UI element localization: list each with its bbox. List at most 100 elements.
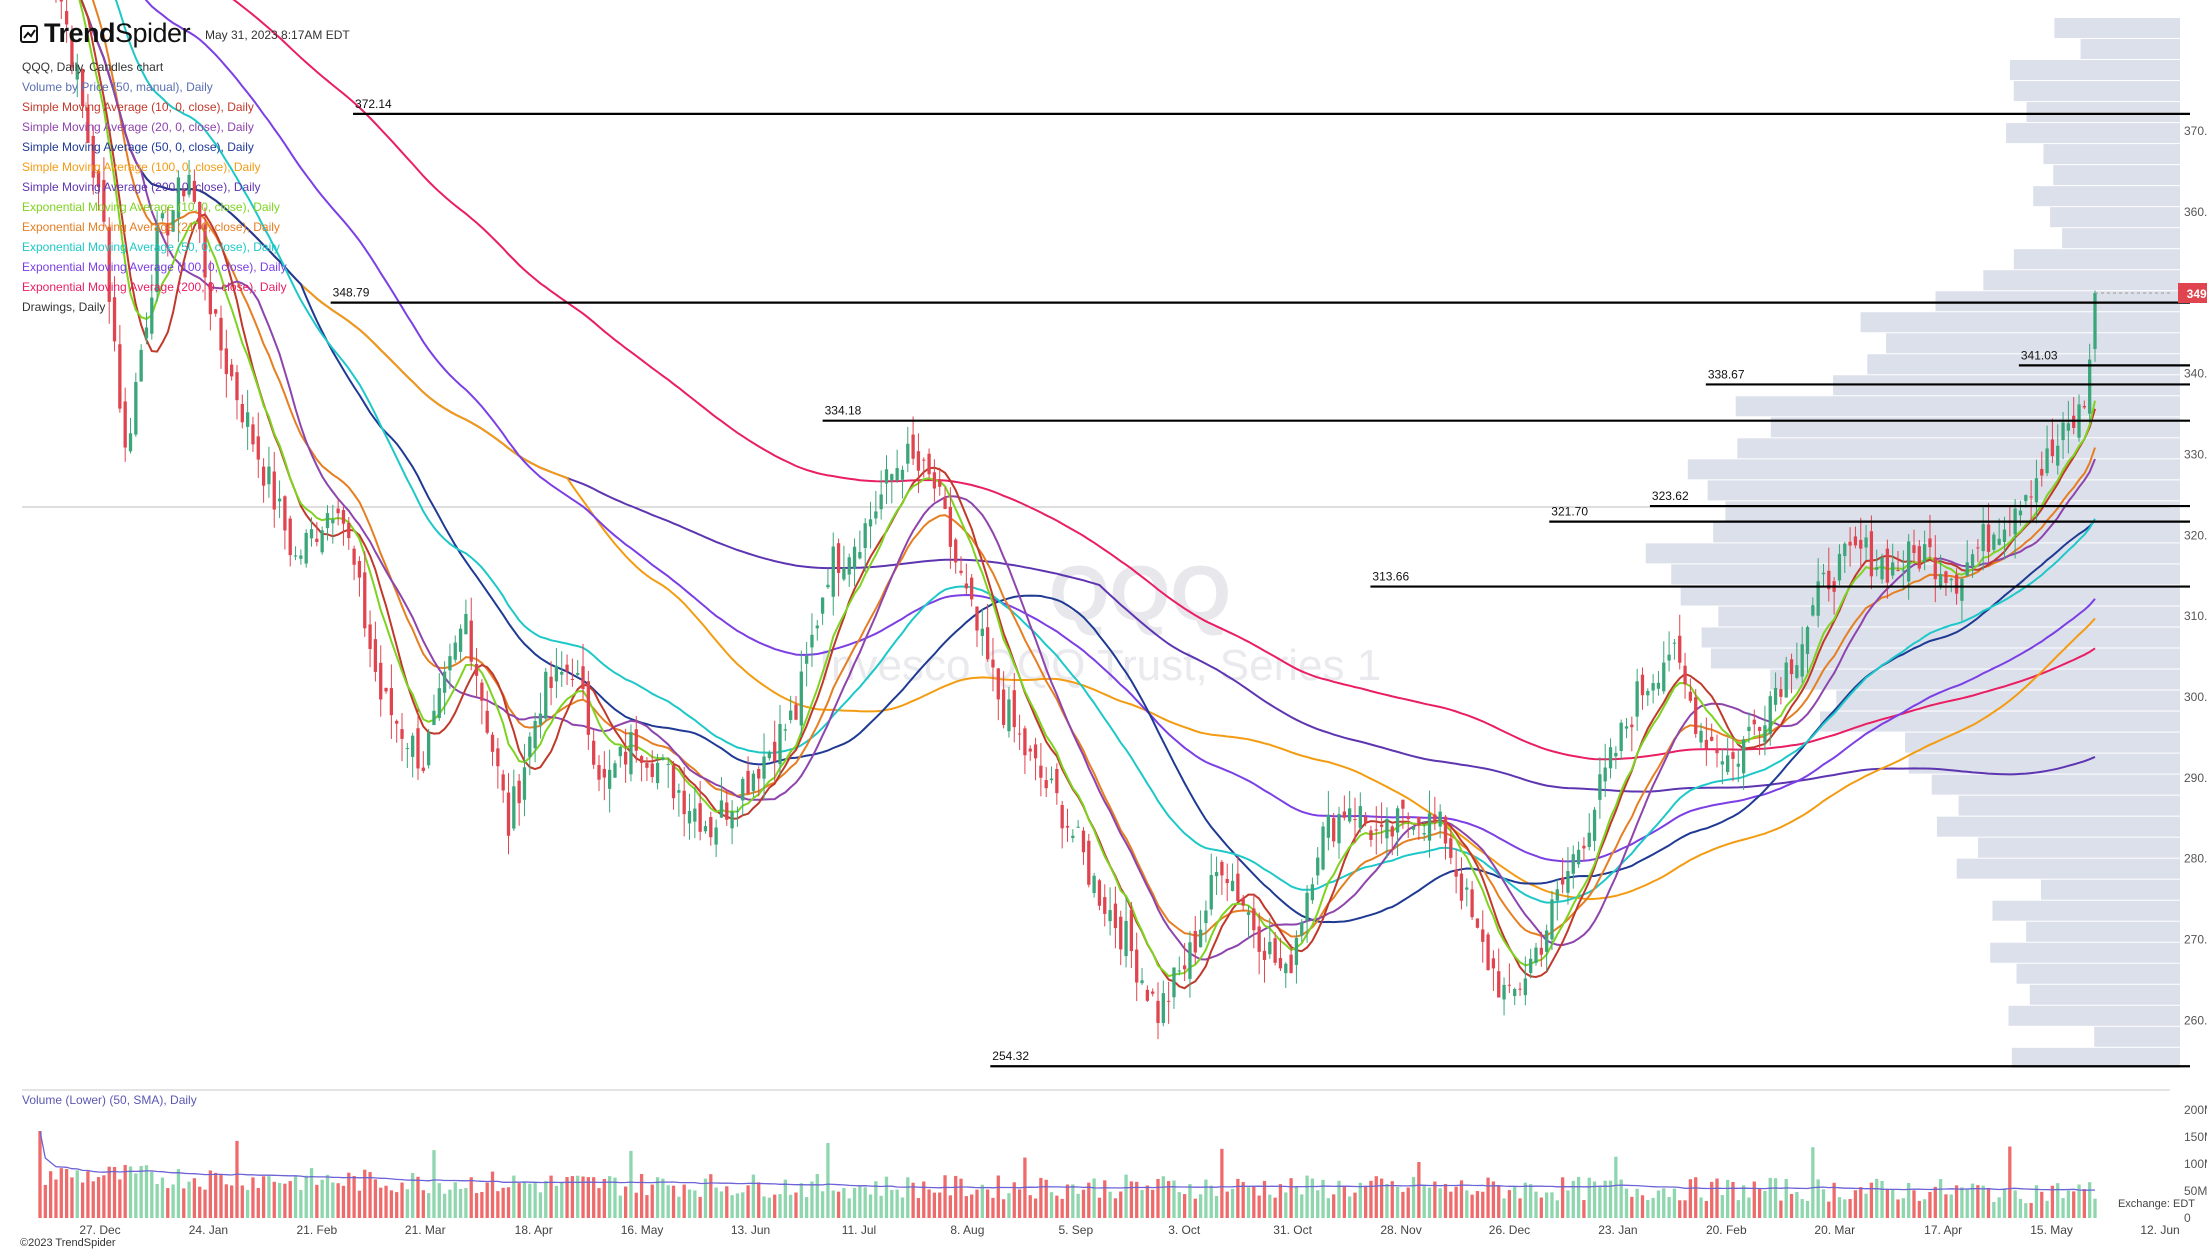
volume-bar	[1571, 1180, 1575, 1218]
candle-body	[693, 808, 697, 822]
candle-body	[474, 664, 479, 676]
volume-tick-label: 50M	[2184, 1184, 2207, 1198]
candle-body	[1821, 572, 1826, 575]
volume-bar	[1992, 1201, 1996, 1218]
candle-body	[1651, 683, 1655, 691]
volume-bar	[1252, 1186, 1256, 1218]
legend-item[interactable]: Simple Moving Average (10, 0, close), Da…	[22, 100, 254, 114]
candle-body	[1044, 780, 1048, 789]
indicator-legend[interactable]: QQQ, Daily, Candles chart Volume by Price…	[22, 57, 287, 317]
candle-body	[182, 189, 186, 197]
volume-bar	[80, 1182, 85, 1218]
volume-bar	[1363, 1186, 1368, 1218]
volume-bar	[2029, 1202, 2033, 1218]
legend-item[interactable]: Exponential Moving Average (10, 0, close…	[22, 200, 280, 214]
volume-bar	[1055, 1195, 1059, 1218]
legend-item[interactable]: Simple Moving Average (50, 0, close), Da…	[22, 140, 254, 154]
date-tick-label: 8. Aug	[950, 1223, 984, 1237]
volume-bar	[432, 1150, 436, 1218]
volume-bar	[416, 1176, 420, 1218]
candle-body	[1608, 747, 1613, 769]
volume-bar	[1491, 1181, 1496, 1218]
date-tick-label: 11. Jul	[842, 1223, 876, 1237]
volume-bar	[421, 1190, 425, 1218]
candle-body	[1257, 926, 1261, 952]
volume-bar	[1821, 1189, 1826, 1218]
legend-item[interactable]: QQQ, Daily, Candles chart	[22, 60, 164, 74]
candle-body	[1757, 727, 1762, 731]
volume-bar	[1646, 1199, 1650, 1218]
legend-item[interactable]: Simple Moving Average (20, 0, close), Da…	[22, 120, 254, 134]
volume-bar	[198, 1186, 202, 1218]
legend-item[interactable]: Exponential Moving Average (21, 0, close…	[22, 220, 280, 234]
volume-bar	[1529, 1184, 1533, 1218]
legend-item[interactable]: Exponential Moving Average (200, 0, clos…	[22, 280, 287, 294]
volume-bar	[1811, 1147, 1815, 1218]
volume-bar	[1193, 1198, 1197, 1218]
candle-body	[1081, 830, 1086, 853]
candle-body	[2040, 468, 2044, 476]
volume-bar	[618, 1195, 622, 1218]
volume-bar	[1949, 1194, 1953, 1218]
volume-bar	[1433, 1181, 1437, 1218]
candle-body	[357, 561, 362, 578]
vbp-bar	[2043, 144, 2180, 165]
candle-body	[1726, 755, 1730, 773]
candle-body	[1704, 739, 1709, 749]
volume-bar	[1427, 1187, 1432, 1218]
volume-bar	[842, 1188, 846, 1218]
volume-bar	[1374, 1176, 1378, 1218]
candle-body	[1938, 573, 1943, 586]
candle-body	[1603, 767, 1607, 782]
candle-body	[1731, 752, 1735, 759]
candle-body	[847, 557, 851, 575]
candle-body	[1954, 574, 1959, 594]
volume-bar	[687, 1189, 692, 1218]
volume-bar	[1502, 1198, 1506, 1218]
legend-item[interactable]: Simple Moving Average (100, 0, close), D…	[22, 160, 261, 174]
volume-bar	[570, 1176, 575, 1218]
candle-body	[1800, 644, 1804, 677]
volume-bar	[91, 1181, 95, 1218]
candle-body	[943, 496, 947, 509]
candle-body	[1172, 967, 1176, 998]
legend-item[interactable]: Volume by Price (50, manual), Daily	[22, 80, 213, 94]
volume-bar	[906, 1177, 910, 1218]
legend-item[interactable]: Exponential Moving Average (50, 0, close…	[22, 240, 280, 254]
last-price-label: 349.98	[2187, 287, 2207, 301]
date-tick-label: 3. Oct	[1168, 1223, 1201, 1237]
level-label: 341.03	[2021, 348, 2058, 362]
volume-legend[interactable]: Volume (Lower) (50, SMA), Daily	[22, 1093, 197, 1107]
volume-bar	[309, 1168, 314, 1218]
candle-body	[613, 763, 617, 778]
volume-bar	[943, 1175, 947, 1218]
volume-bar	[315, 1184, 319, 1218]
vbp-bar	[2008, 1005, 2180, 1026]
volume-bar	[879, 1195, 883, 1218]
legend-item[interactable]: Exponential Moving Average (100, 0, clos…	[22, 260, 287, 274]
volume-bar	[1603, 1180, 1607, 1218]
volume-bar	[1566, 1190, 1570, 1218]
volume-bar	[1960, 1187, 1964, 1218]
volume-bar	[1097, 1197, 1102, 1218]
candle-body	[155, 226, 159, 293]
candle-body	[751, 773, 756, 791]
volume-bar	[1119, 1191, 1123, 1218]
candle-body	[778, 724, 782, 765]
volume-bar	[1071, 1184, 1075, 1218]
candle-body	[1113, 903, 1118, 929]
volume-bar	[400, 1182, 404, 1218]
legend-item[interactable]: Simple Moving Average (200, 0, close), D…	[22, 180, 261, 194]
vbp-bar	[2053, 165, 2180, 186]
candle-body	[1017, 733, 1022, 735]
candle-body	[938, 479, 942, 487]
volume-bar	[272, 1181, 276, 1218]
volume-bar	[576, 1175, 580, 1218]
candle-body	[1896, 570, 1900, 572]
volume-bar	[1513, 1186, 1517, 1218]
volume-bar	[1262, 1180, 1267, 1218]
volume-bar	[501, 1187, 505, 1218]
volume-bar	[650, 1184, 654, 1218]
legend-item[interactable]: Drawings, Daily	[22, 300, 106, 314]
